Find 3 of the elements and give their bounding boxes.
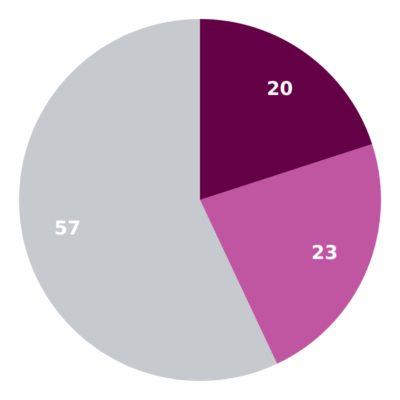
data-label: 57 <box>54 218 81 240</box>
data-label: 23 <box>311 242 338 264</box>
data-label: 20 <box>266 78 294 100</box>
